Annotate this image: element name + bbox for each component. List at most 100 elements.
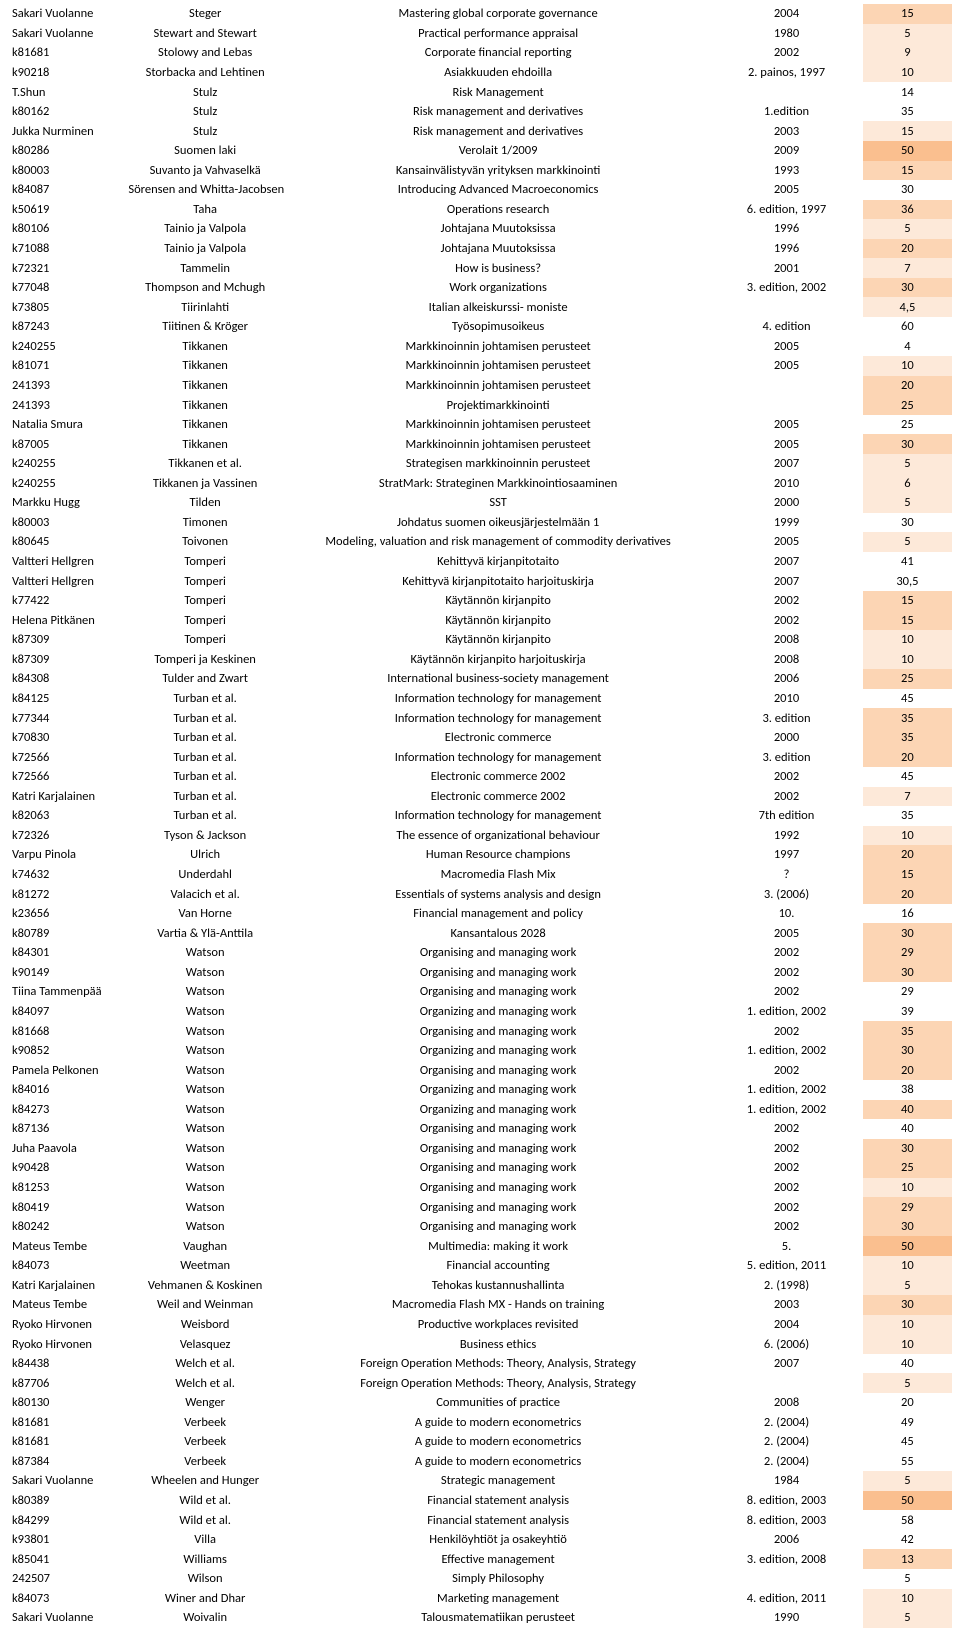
edition-cell: 1992 xyxy=(710,826,863,846)
owner-cell: 241393 xyxy=(8,395,124,415)
title-cell: Talousmatematiikan perusteet xyxy=(286,1608,710,1628)
owner-cell: k84438 xyxy=(8,1354,124,1374)
price-cell: 5 xyxy=(863,1608,952,1628)
title-cell: Electronic commerce 2002 xyxy=(286,787,710,807)
title-cell: Foreign Operation Methods: Theory, Analy… xyxy=(286,1373,710,1393)
table-row: k72566Turban et al.Information technolog… xyxy=(8,747,952,767)
author-cell: Weisbord xyxy=(124,1315,286,1335)
author-cell: Turban et al. xyxy=(124,708,286,728)
owner-cell: Mateus Tembe xyxy=(8,1295,124,1315)
author-cell: Tiitinen & Kröger xyxy=(124,317,286,337)
table-row: k81253WatsonOrganising and managing work… xyxy=(8,1178,952,1198)
title-cell: Operations research xyxy=(286,200,710,220)
owner-cell: Valtteri Hellgren xyxy=(8,571,124,591)
edition-cell xyxy=(710,395,863,415)
title-cell: Organising and managing work xyxy=(286,1197,710,1217)
author-cell: Steger xyxy=(124,4,286,24)
table-row: k84299Wild et al.Financial statement ana… xyxy=(8,1510,952,1530)
price-cell: 10 xyxy=(863,630,952,650)
author-cell: Welch et al. xyxy=(124,1354,286,1374)
price-cell: 13 xyxy=(863,1549,952,1569)
owner-cell: k81253 xyxy=(8,1178,124,1198)
author-cell: Tulder and Zwart xyxy=(124,669,286,689)
price-cell: 25 xyxy=(863,395,952,415)
edition-cell: 1. edition, 2002 xyxy=(710,1100,863,1120)
edition-cell: 2005 xyxy=(710,923,863,943)
edition-cell: 2007 xyxy=(710,454,863,474)
title-cell: Organising and managing work xyxy=(286,1158,710,1178)
table-row: Pamela PelkonenWatsonOrganising and mana… xyxy=(8,1060,952,1080)
table-row: k72326Tyson & JacksonThe essence of orga… xyxy=(8,826,952,846)
author-cell: Wild et al. xyxy=(124,1510,286,1530)
table-row: k85041WilliamsEffective management3. edi… xyxy=(8,1549,952,1569)
edition-cell: 2. (2004) xyxy=(710,1413,863,1433)
title-cell: Organizing and managing work xyxy=(286,1041,710,1061)
title-cell: Markkinoinnin johtamisen perusteet xyxy=(286,376,710,396)
price-cell: 20 xyxy=(863,1393,952,1413)
table-row: k80003Suvanto ja VahvaselkäKansainvälist… xyxy=(8,161,952,181)
table-row: k70830Turban et al.Electronic commerce20… xyxy=(8,728,952,748)
edition-cell: 2002 xyxy=(710,767,863,787)
table-row: k81668WatsonOrganising and managing work… xyxy=(8,1021,952,1041)
edition-cell: 2006 xyxy=(710,1530,863,1550)
edition-cell: 1997 xyxy=(710,845,863,865)
title-cell: Macromedia Flash MX - Hands on training xyxy=(286,1295,710,1315)
table-row: k77048Thompson and MchughWork organizati… xyxy=(8,278,952,298)
edition-cell: 2. (1998) xyxy=(710,1276,863,1296)
edition-cell xyxy=(710,1373,863,1393)
title-cell: Italian alkeiskurssi- moniste xyxy=(286,297,710,317)
table-row: k80003TimonenJohdatus suomen oikeusjärje… xyxy=(8,513,952,533)
edition-cell: 3. (2006) xyxy=(710,884,863,904)
edition-cell: 2002 xyxy=(710,787,863,807)
owner-cell: k240255 xyxy=(8,454,124,474)
title-cell: A guide to modern econometrics xyxy=(286,1452,710,1472)
owner-cell: Tiina Tammenpää xyxy=(8,982,124,1002)
edition-cell: 2005 xyxy=(710,532,863,552)
price-cell: 40 xyxy=(863,1100,952,1120)
owner-cell: k81272 xyxy=(8,884,124,904)
table-row: k82063Turban et al.Information technolog… xyxy=(8,806,952,826)
title-cell: Information technology for management xyxy=(286,689,710,709)
author-cell: Suomen laki xyxy=(124,141,286,161)
title-cell: Johdatus suomen oikeusjärjestelmään 1 xyxy=(286,513,710,533)
title-cell: Organising and managing work xyxy=(286,982,710,1002)
title-cell: Work organizations xyxy=(286,278,710,298)
author-cell: Tomperi xyxy=(124,630,286,650)
edition-cell: 2005 xyxy=(710,356,863,376)
author-cell: Woivalin xyxy=(124,1608,286,1628)
author-cell: Stulz xyxy=(124,102,286,122)
edition-cell: 1996 xyxy=(710,219,863,239)
owner-cell: k80003 xyxy=(8,513,124,533)
title-cell: Strategic management xyxy=(286,1471,710,1491)
edition-cell: 2002 xyxy=(710,591,863,611)
author-cell: Tikkanen xyxy=(124,356,286,376)
author-cell: Tomperi xyxy=(124,610,286,630)
price-cell: 20 xyxy=(863,747,952,767)
owner-cell: k93801 xyxy=(8,1530,124,1550)
title-cell: Markkinoinnin johtamisen perusteet xyxy=(286,415,710,435)
table-row: k23656Van HorneFinancial management and … xyxy=(8,904,952,924)
author-cell: Turban et al. xyxy=(124,806,286,826)
title-cell: Modeling, valuation and risk management … xyxy=(286,532,710,552)
price-cell: 5 xyxy=(863,219,952,239)
title-cell: Electronic commerce 2002 xyxy=(286,767,710,787)
price-cell: 10 xyxy=(863,826,952,846)
edition-cell: 2010 xyxy=(710,474,863,494)
author-cell: Tomperi ja Keskinen xyxy=(124,650,286,670)
edition-cell: ? xyxy=(710,865,863,885)
title-cell: How is business? xyxy=(286,258,710,278)
title-cell: Risk management and derivatives xyxy=(286,102,710,122)
owner-cell: k84097 xyxy=(8,1002,124,1022)
price-cell: 10 xyxy=(863,1178,952,1198)
title-cell: Organising and managing work xyxy=(286,943,710,963)
price-cell: 4,5 xyxy=(863,297,952,317)
table-row: k84125Turban et al.Information technolog… xyxy=(8,689,952,709)
table-row: k80242WatsonOrganising and managing work… xyxy=(8,1217,952,1237)
title-cell: Communities of practice xyxy=(286,1393,710,1413)
title-cell: Käytännön kirjanpito xyxy=(286,591,710,611)
author-cell: Vehmanen & Koskinen xyxy=(124,1276,286,1296)
owner-cell: Sakari Vuolanne xyxy=(8,4,124,24)
price-cell: 5 xyxy=(863,1373,952,1393)
price-cell: 5 xyxy=(863,532,952,552)
owner-cell: k80003 xyxy=(8,161,124,181)
